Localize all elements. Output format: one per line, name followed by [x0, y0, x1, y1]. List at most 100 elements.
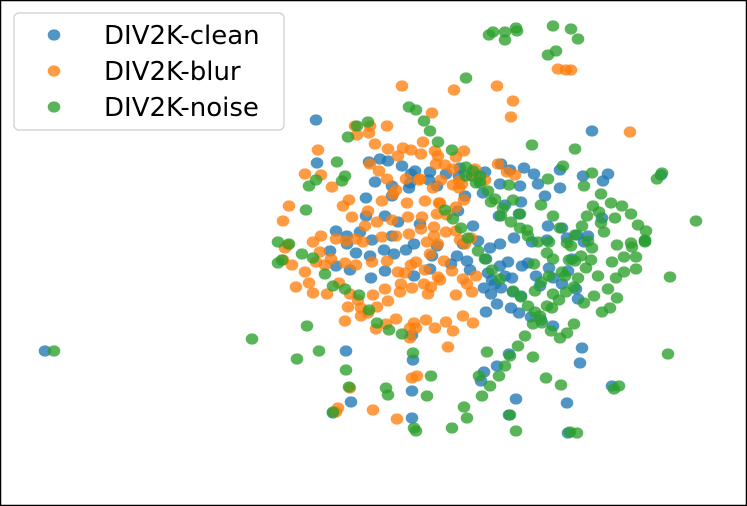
data-point — [325, 181, 339, 193]
data-point — [271, 236, 285, 248]
data-point — [381, 143, 395, 155]
data-point — [447, 84, 461, 96]
data-point — [564, 23, 578, 35]
data-point — [394, 278, 408, 290]
data-point — [345, 211, 359, 223]
data-point — [479, 306, 493, 318]
data-point — [541, 173, 555, 185]
data-point — [465, 286, 479, 298]
data-point — [483, 242, 497, 254]
data-point — [38, 345, 52, 357]
data-point — [564, 64, 578, 76]
data-point — [501, 256, 515, 268]
data-point — [395, 328, 409, 340]
data-point — [282, 238, 296, 250]
data-point — [492, 370, 506, 382]
data-point — [418, 195, 432, 207]
data-point — [575, 220, 589, 232]
data-point — [330, 156, 344, 168]
data-point — [624, 208, 638, 220]
data-point — [389, 313, 403, 325]
data-point — [344, 396, 358, 408]
data-point — [414, 223, 428, 235]
data-point — [377, 244, 391, 256]
data-point — [378, 283, 392, 295]
data-point — [568, 143, 582, 155]
data-point — [471, 245, 485, 257]
data-point — [510, 25, 524, 37]
data-point — [431, 150, 445, 162]
data-point — [380, 255, 394, 267]
data-point — [475, 390, 489, 402]
data-point — [689, 215, 703, 227]
data-point — [498, 34, 512, 46]
data-point — [575, 342, 589, 354]
data-point — [421, 288, 435, 300]
data-point — [594, 217, 608, 229]
data-point — [540, 300, 554, 312]
data-point — [483, 380, 497, 392]
data-point — [302, 277, 316, 289]
data-point — [594, 188, 608, 200]
data-point — [306, 252, 320, 264]
data-point — [410, 370, 424, 382]
data-point — [400, 197, 414, 209]
data-point — [363, 158, 377, 170]
data-point — [513, 180, 527, 192]
data-point — [490, 298, 504, 310]
data-point — [290, 353, 304, 365]
data-point — [362, 304, 376, 316]
data-point — [450, 250, 464, 262]
data-point — [306, 287, 320, 299]
data-point — [567, 318, 581, 330]
data-point — [481, 185, 495, 197]
data-point — [504, 216, 518, 228]
data-point — [525, 139, 539, 151]
data-point — [329, 233, 343, 245]
data-point — [623, 126, 637, 138]
points-layer — [38, 20, 703, 439]
data-point — [504, 111, 518, 123]
data-point — [597, 226, 611, 238]
data-point — [601, 283, 615, 295]
data-point — [402, 228, 416, 240]
data-point — [496, 202, 510, 214]
data-point — [427, 221, 441, 233]
data-point — [538, 190, 552, 202]
data-point — [527, 168, 541, 180]
data-point — [349, 259, 363, 271]
data-point — [539, 372, 553, 384]
data-point — [517, 162, 531, 174]
data-point — [341, 301, 355, 313]
data-point — [567, 281, 581, 293]
data-point — [336, 200, 350, 212]
data-point — [511, 340, 525, 352]
data-point — [425, 107, 439, 119]
data-point — [356, 236, 370, 248]
data-point — [389, 230, 403, 242]
data-point — [418, 264, 432, 276]
data-point — [542, 262, 556, 274]
data-point — [490, 80, 504, 92]
data-point — [512, 307, 526, 319]
data-point — [558, 270, 572, 282]
data-point — [560, 397, 574, 409]
data-point — [446, 213, 460, 225]
data-point — [47, 345, 61, 357]
data-point — [509, 393, 523, 405]
data-point — [298, 266, 312, 278]
data-point — [428, 322, 442, 334]
data-point — [350, 120, 364, 132]
data-point — [437, 255, 451, 267]
data-point — [540, 247, 554, 259]
data-point — [610, 239, 624, 251]
data-point — [358, 220, 372, 232]
data-point — [299, 204, 313, 216]
data-point — [341, 131, 355, 143]
data-point — [457, 401, 471, 413]
data-point — [610, 292, 624, 304]
data-point — [445, 144, 459, 156]
data-point — [460, 255, 474, 267]
data-point — [329, 225, 343, 237]
data-point — [318, 268, 332, 280]
